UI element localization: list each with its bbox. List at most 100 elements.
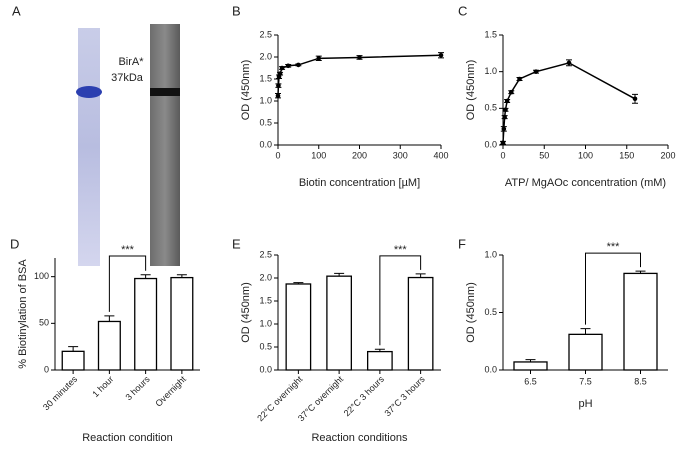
x-tick-label: 50 bbox=[539, 150, 549, 160]
x-axis-label: Reaction condition bbox=[82, 432, 173, 444]
y-tick-label: 0.5 bbox=[259, 341, 272, 351]
bar bbox=[407, 276, 434, 371]
y-tick-label: 0.0 bbox=[484, 139, 497, 149]
bar bbox=[513, 361, 548, 371]
y-tick-label: 0.0 bbox=[259, 139, 272, 149]
y-tick-label: 0.5 bbox=[484, 307, 497, 317]
x-tick-label: 100 bbox=[311, 150, 326, 160]
x-axis-label: Biotin concentration [µM] bbox=[299, 177, 420, 189]
x-axis-label: pH bbox=[578, 398, 592, 410]
data-point bbox=[500, 140, 506, 146]
data-point bbox=[276, 83, 281, 88]
coomassie-band bbox=[76, 86, 102, 98]
y-tick-label: 1.5 bbox=[259, 295, 272, 305]
panel-label: E bbox=[232, 236, 241, 251]
bar bbox=[61, 350, 85, 371]
y-tick-label: 50 bbox=[39, 318, 49, 328]
x-axis-label: ATP/ MgAOc concentration (mM) bbox=[505, 177, 666, 189]
data-point bbox=[508, 89, 514, 95]
y-tick-label: 0 bbox=[44, 364, 49, 374]
data-point bbox=[316, 56, 322, 61]
y-axis-label: OD (450nm) bbox=[465, 282, 477, 343]
y-axis-label: % Biotinylation of BSA bbox=[17, 259, 29, 369]
bar bbox=[623, 272, 658, 371]
x-tick-label: 0 bbox=[500, 150, 505, 160]
y-tick-label: 1.0 bbox=[484, 66, 497, 76]
bar bbox=[170, 276, 194, 371]
y-tick-label: 100 bbox=[34, 271, 49, 281]
bar bbox=[97, 320, 121, 371]
data-point bbox=[632, 96, 638, 102]
data-point bbox=[533, 69, 539, 74]
data-point bbox=[503, 107, 508, 113]
data-point bbox=[357, 55, 362, 60]
annotation: BirA* bbox=[118, 56, 144, 68]
x-tick-label: 150 bbox=[619, 150, 634, 160]
annotation: 37kDa bbox=[111, 72, 144, 84]
data-point bbox=[517, 76, 522, 82]
y-axis-label: OD (450nm) bbox=[465, 60, 477, 121]
x-tick-label: 6.5 bbox=[524, 376, 537, 386]
y-tick-label: 1.0 bbox=[484, 249, 497, 259]
data-point bbox=[504, 98, 510, 104]
data-line bbox=[277, 54, 442, 96]
bar bbox=[366, 350, 393, 371]
bar bbox=[568, 333, 603, 371]
panel-a: A BirA* 37kDa bbox=[12, 3, 180, 266]
data-point bbox=[566, 60, 572, 66]
data-point bbox=[296, 62, 301, 68]
y-tick-label: 2.5 bbox=[259, 249, 272, 259]
x-tick-label: 3 hours bbox=[123, 374, 152, 403]
data-point bbox=[285, 63, 291, 69]
data-point bbox=[275, 93, 281, 99]
y-tick-label: 1.5 bbox=[259, 73, 272, 83]
y-tick-label: 0.0 bbox=[484, 364, 497, 374]
x-tick-label: 8.5 bbox=[634, 376, 647, 386]
y-tick-label: 2.0 bbox=[259, 272, 272, 282]
y-tick-label: 2.5 bbox=[259, 29, 272, 39]
y-tick-label: 2.0 bbox=[259, 51, 272, 61]
error-bar bbox=[104, 315, 115, 322]
x-tick-label: 0 bbox=[275, 150, 280, 160]
y-tick-label: 0.5 bbox=[259, 117, 272, 127]
x-axis-label: Reaction conditions bbox=[311, 432, 408, 444]
y-tick-label: 0.5 bbox=[484, 103, 497, 113]
significance-bracket bbox=[585, 252, 641, 325]
data-point bbox=[502, 114, 507, 120]
y-tick-label: 0.0 bbox=[259, 364, 272, 374]
y-tick-label: 1.0 bbox=[259, 318, 272, 328]
x-tick-label: Overnight bbox=[153, 374, 188, 409]
error-bar bbox=[580, 328, 591, 335]
data-point bbox=[501, 126, 507, 132]
x-tick-label: 22°C 3 hours bbox=[342, 374, 387, 419]
x-tick-label: 100 bbox=[578, 150, 593, 160]
western-band bbox=[150, 88, 180, 96]
x-tick-label: 37°C 3 hours bbox=[382, 374, 427, 419]
panel-label: D bbox=[10, 236, 19, 251]
data-point bbox=[279, 65, 285, 71]
coomassie-lane bbox=[78, 28, 100, 266]
data-line bbox=[502, 62, 636, 143]
data-point bbox=[277, 71, 283, 77]
y-axis-label: OD (450nm) bbox=[240, 60, 252, 121]
western-lane bbox=[150, 24, 180, 266]
panel-label: B bbox=[232, 3, 241, 18]
significance-label: *** bbox=[394, 244, 408, 256]
bar bbox=[285, 283, 312, 371]
x-tick-label: 200 bbox=[660, 150, 675, 160]
significance-label: *** bbox=[607, 241, 621, 253]
x-tick-label: 7.5 bbox=[579, 376, 592, 386]
data-point bbox=[438, 52, 444, 58]
bar bbox=[326, 275, 352, 371]
panel-label: A bbox=[12, 3, 21, 18]
y-tick-label: 1.5 bbox=[484, 29, 497, 39]
x-tick-label: 200 bbox=[352, 150, 367, 160]
bar bbox=[134, 277, 158, 371]
panel-label: C bbox=[458, 3, 467, 18]
x-tick-label: 30 minutes bbox=[41, 374, 80, 413]
significance-bracket bbox=[379, 255, 422, 346]
significance-bracket bbox=[108, 255, 147, 312]
y-tick-label: 1.0 bbox=[259, 95, 272, 105]
panel-label: F bbox=[458, 236, 466, 251]
